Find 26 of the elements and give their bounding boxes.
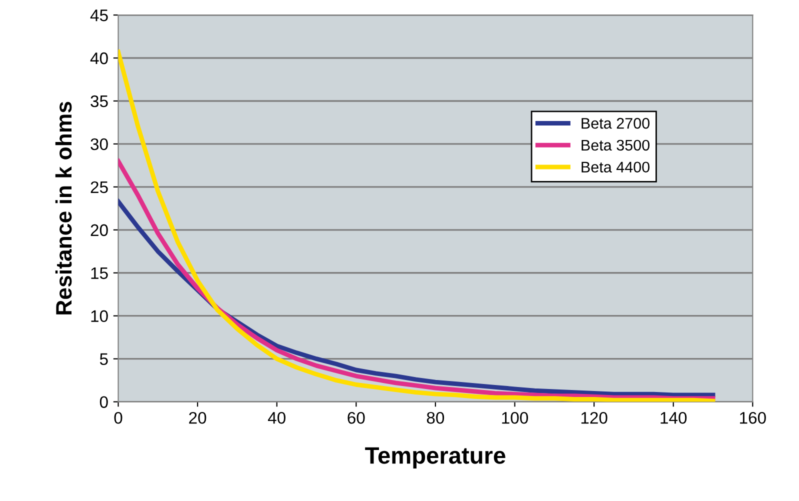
y-tick-label: 10 (91, 310, 108, 322)
x-tick-label: 20 (189, 412, 206, 424)
y-tick-label: 0 (100, 396, 108, 408)
y-tick-label: 25 (90, 181, 108, 194)
y-tick-label: 20 (90, 224, 108, 236)
line-series (118, 50, 716, 402)
y-tick-label: 5 (100, 353, 108, 366)
x-tick-label: 60 (348, 412, 365, 424)
x-tick-label: 140 (660, 412, 687, 424)
x-tick-label: 120 (581, 412, 608, 424)
y-tick-label: 35 (90, 95, 108, 108)
y-tick-label: 15 (91, 267, 108, 280)
x-tick-label: 160 (740, 412, 766, 424)
legend-label: Beta 2700 (582, 118, 650, 129)
x-tick-label: 100 (502, 412, 528, 424)
legend-label: Beta 3500 (582, 140, 650, 151)
y-tick-label: 40 (90, 52, 108, 64)
legend-label: Beta 4400 (582, 162, 650, 173)
x-tick-label: 80 (426, 412, 444, 424)
line-series (118, 158, 716, 401)
x-tick-label: 0 (114, 412, 122, 424)
y-tick-label: 30 (90, 138, 108, 150)
x-tick-label: 40 (268, 412, 286, 424)
y-axis-title: Resitance in k ohms (55, 102, 72, 314)
y-tick-label: 45 (90, 10, 108, 22)
x-axis-title: Temperature (365, 447, 506, 469)
